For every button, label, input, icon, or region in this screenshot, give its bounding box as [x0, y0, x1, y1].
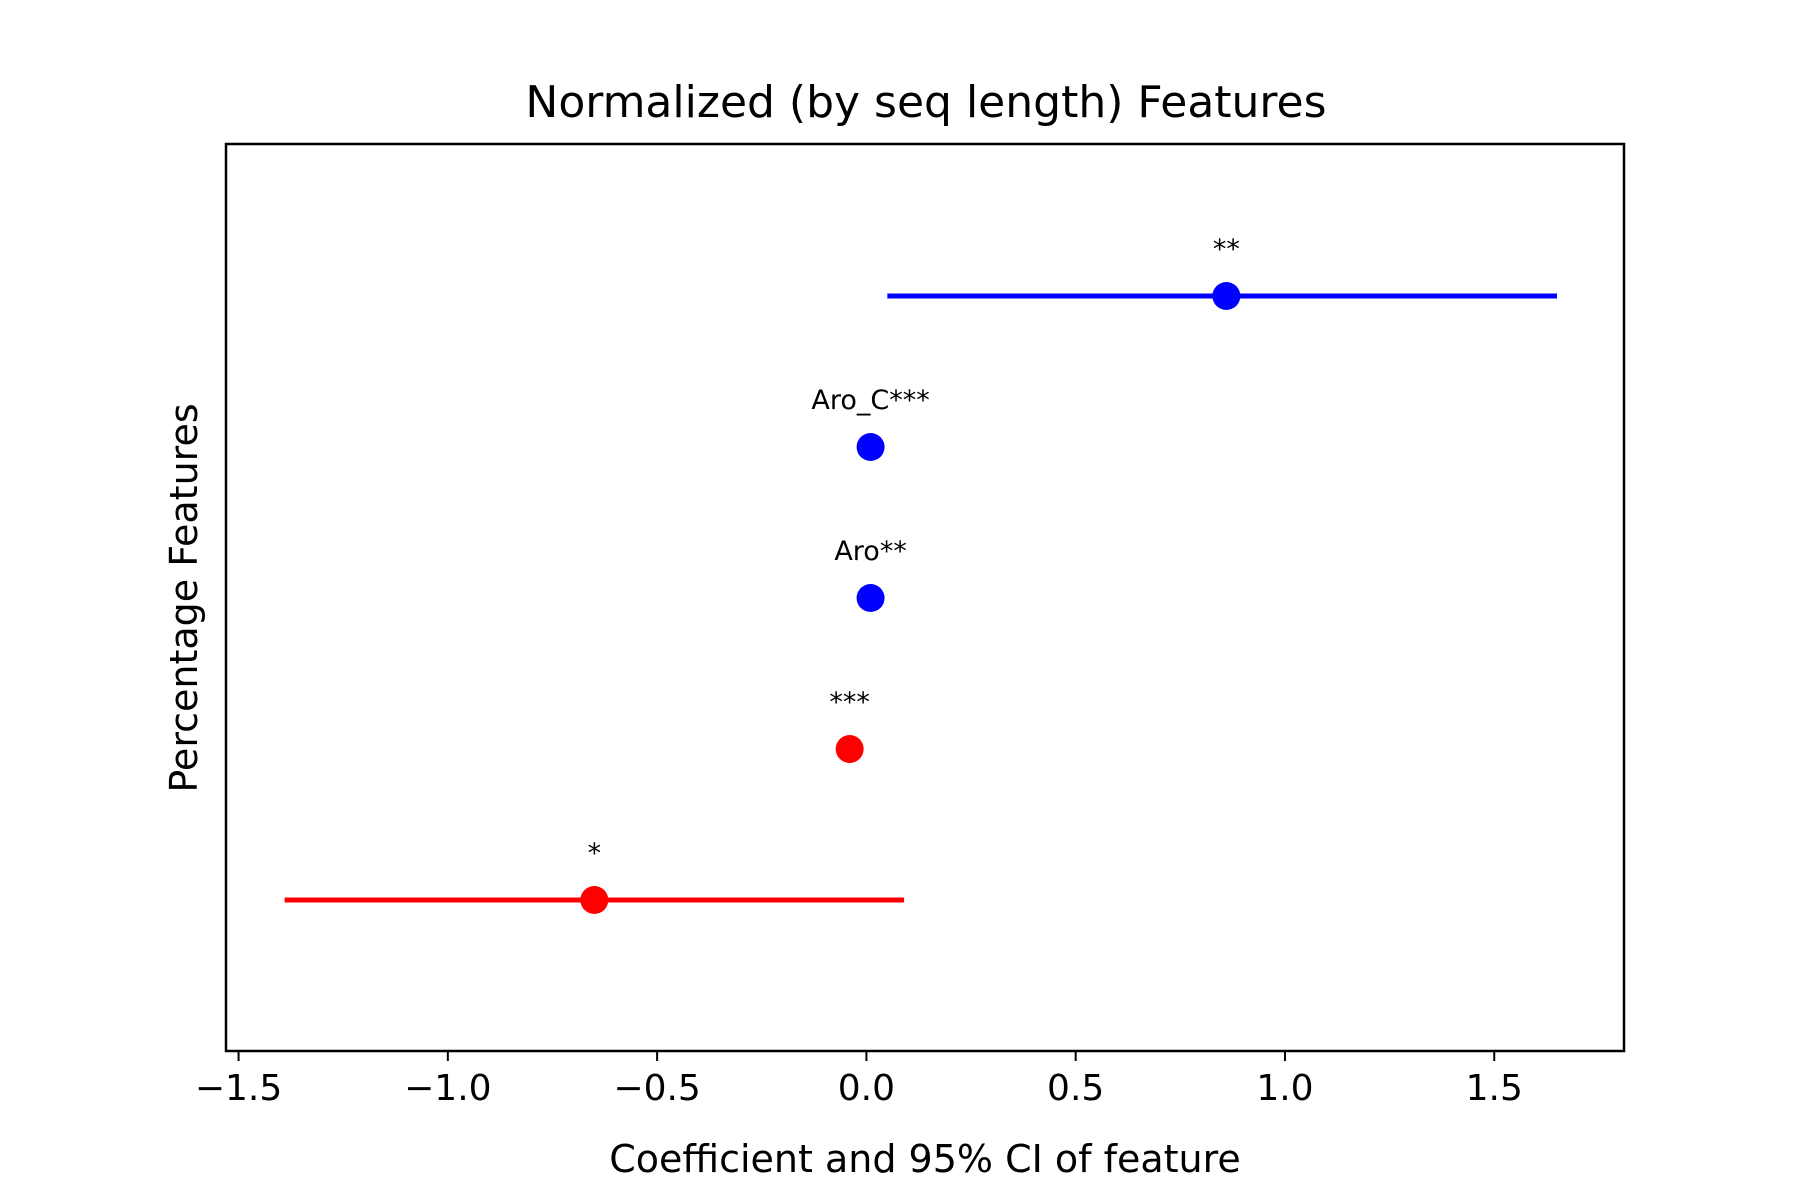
significance-annotation: Aro** — [834, 536, 907, 567]
significance-annotation: Aro_C*** — [811, 385, 929, 416]
x-tick-label: 0.5 — [1047, 1068, 1104, 1109]
x-tick-label: −1.0 — [404, 1068, 491, 1109]
feature-row: *** — [829, 687, 870, 763]
coefficient-point — [856, 433, 885, 461]
x-tick-label: 0.0 — [838, 1068, 895, 1109]
x-axis-label: Coefficient and 95% CI of feature — [609, 1137, 1241, 1181]
significance-annotation: * — [588, 838, 602, 869]
x-tick-label: −0.5 — [613, 1068, 700, 1109]
feature-row: Aro** — [834, 536, 907, 612]
coefficient-point — [1212, 282, 1241, 310]
significance-annotation: ** — [1213, 234, 1240, 265]
chart-title: Normalized (by seq length) Features — [525, 77, 1326, 128]
coefficient-point — [835, 735, 864, 763]
plot-area: **Aro_C***Aro****** — [284, 234, 1558, 914]
significance-annotation: *** — [829, 687, 870, 718]
x-axis: −1.5 −1.0 −0.5 0.0 0.5 1.0 1.5 — [195, 1051, 1523, 1109]
x-tick-label: 1.0 — [1256, 1068, 1313, 1109]
feature-row: * — [284, 838, 905, 914]
y-axis-label: Percentage Features — [162, 403, 206, 792]
coefficient-point — [580, 886, 609, 914]
feature-row: Aro_C*** — [811, 385, 930, 461]
coefficient-point — [856, 584, 885, 612]
plot-frame — [224, 142, 1626, 1053]
feature-row: ** — [887, 234, 1558, 310]
x-tick-label: −1.5 — [195, 1068, 282, 1109]
x-tick-label: 1.5 — [1466, 1068, 1523, 1109]
